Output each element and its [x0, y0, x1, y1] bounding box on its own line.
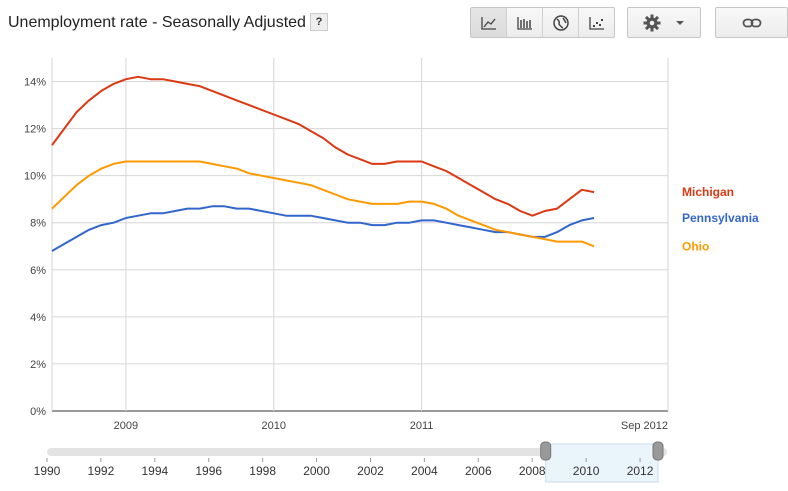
line-chart-icon	[480, 16, 496, 30]
map-chart-button[interactable]	[542, 8, 578, 37]
scatter-chart-button[interactable]	[578, 8, 614, 37]
timeline-year-label: 1994	[141, 464, 168, 478]
bar-chart-icon	[516, 16, 532, 30]
bar-chart-button[interactable]	[506, 8, 542, 37]
timeline-year-label: 1998	[249, 464, 276, 478]
globe-icon	[552, 14, 569, 31]
timeline-end-handle[interactable]	[652, 441, 664, 461]
scatter-icon	[588, 16, 604, 30]
timeline-year-label: 1996	[195, 464, 222, 478]
page-title: Unemployment rate - Seasonally Adjusted?	[8, 13, 328, 32]
page-title-text: Unemployment rate - Seasonally Adjusted	[8, 14, 306, 31]
timeline-year-label: 1992	[88, 464, 115, 478]
link-icon	[742, 18, 761, 27]
timeline-year-label: 2012	[627, 464, 654, 478]
timeline-year-label: 2002	[357, 464, 384, 478]
timeline-year-label: 2010	[573, 464, 600, 478]
line-chart-button[interactable]	[471, 8, 506, 37]
timeline-track	[47, 448, 667, 456]
timeline-year-label: 1990	[34, 464, 61, 478]
timeline-year-label: 2008	[519, 464, 546, 478]
caret-down-icon	[676, 20, 684, 25]
timeline-year-label: 2004	[411, 464, 438, 478]
settings-button[interactable]	[627, 7, 701, 38]
timeline-window[interactable]	[545, 443, 659, 483]
link-button[interactable]	[715, 7, 788, 38]
help-button[interactable]: ?	[309, 13, 328, 31]
chart-type-toolbar	[470, 7, 615, 38]
timeline-year-label: 2000	[303, 464, 330, 478]
timeline-year-label: 2006	[465, 464, 492, 478]
timeline-start-handle[interactable]	[540, 441, 552, 461]
gear-icon	[643, 14, 661, 31]
